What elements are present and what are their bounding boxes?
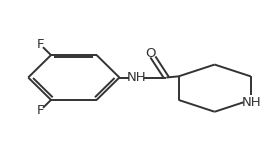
Text: NH: NH [127,71,147,84]
Text: NH: NH [242,96,261,109]
Text: F: F [36,104,44,117]
Text: F: F [36,38,44,51]
Text: O: O [146,47,156,60]
